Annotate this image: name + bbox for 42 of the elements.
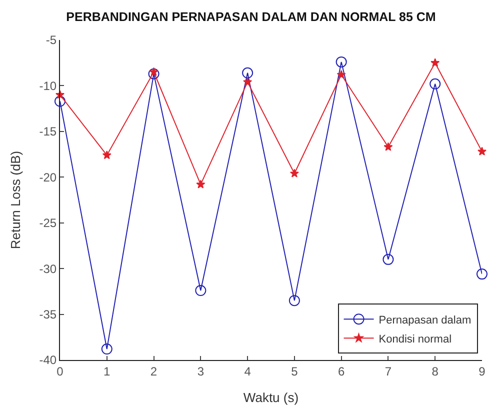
x-tick-label: 7 [384, 364, 392, 378]
point [149, 67, 158, 76]
y-tick-label: -5 [46, 33, 57, 48]
point [101, 344, 112, 355]
point [384, 142, 393, 151]
x-tick-label: 4 [244, 364, 252, 378]
point [54, 96, 66, 107]
point [243, 77, 252, 86]
x-tick-label: 9 [478, 364, 486, 378]
point [196, 180, 206, 188]
x-tick-label: 3 [197, 364, 204, 378]
y-tick-label: -20 [39, 170, 57, 184]
point [478, 146, 486, 156]
point [336, 70, 346, 79]
y-tick-label: -15 [39, 124, 57, 139]
y-tick-label: -10 [39, 78, 57, 93]
x-tick-label: 8 [432, 364, 439, 378]
y-tick-label: -30 [39, 262, 57, 276]
chart-title: PERBANDINGAN PERNAPASAN DALAM DAN NORMAL 85 CM [66, 10, 436, 24]
point [382, 254, 394, 265]
point [476, 268, 488, 280]
legend-label: Pernapasan dalam [378, 314, 472, 326]
point [102, 150, 112, 160]
point [430, 78, 441, 90]
point [288, 295, 300, 306]
point [195, 285, 206, 296]
x-axis-title: Waktu (s) [243, 390, 299, 405]
x-tick-label: 2 [150, 364, 158, 378]
y-axis-title: Return Loss (dB) [8, 150, 24, 250]
x-tick-label: 1 [104, 364, 111, 378]
y-tick-label: -35 [39, 307, 57, 322]
x-tick-label: 0 [56, 364, 64, 378]
x-tick-label: 5 [291, 364, 298, 378]
point [148, 68, 160, 80]
point [430, 58, 440, 67]
x-tick-label: 6 [338, 364, 345, 378]
point [242, 67, 254, 78]
y-tick-label: -25 [39, 216, 57, 230]
point [336, 56, 347, 68]
legend-label: Kondisi normal [378, 333, 452, 346]
y-tick-label: -40 [39, 353, 57, 368]
point [290, 168, 299, 178]
